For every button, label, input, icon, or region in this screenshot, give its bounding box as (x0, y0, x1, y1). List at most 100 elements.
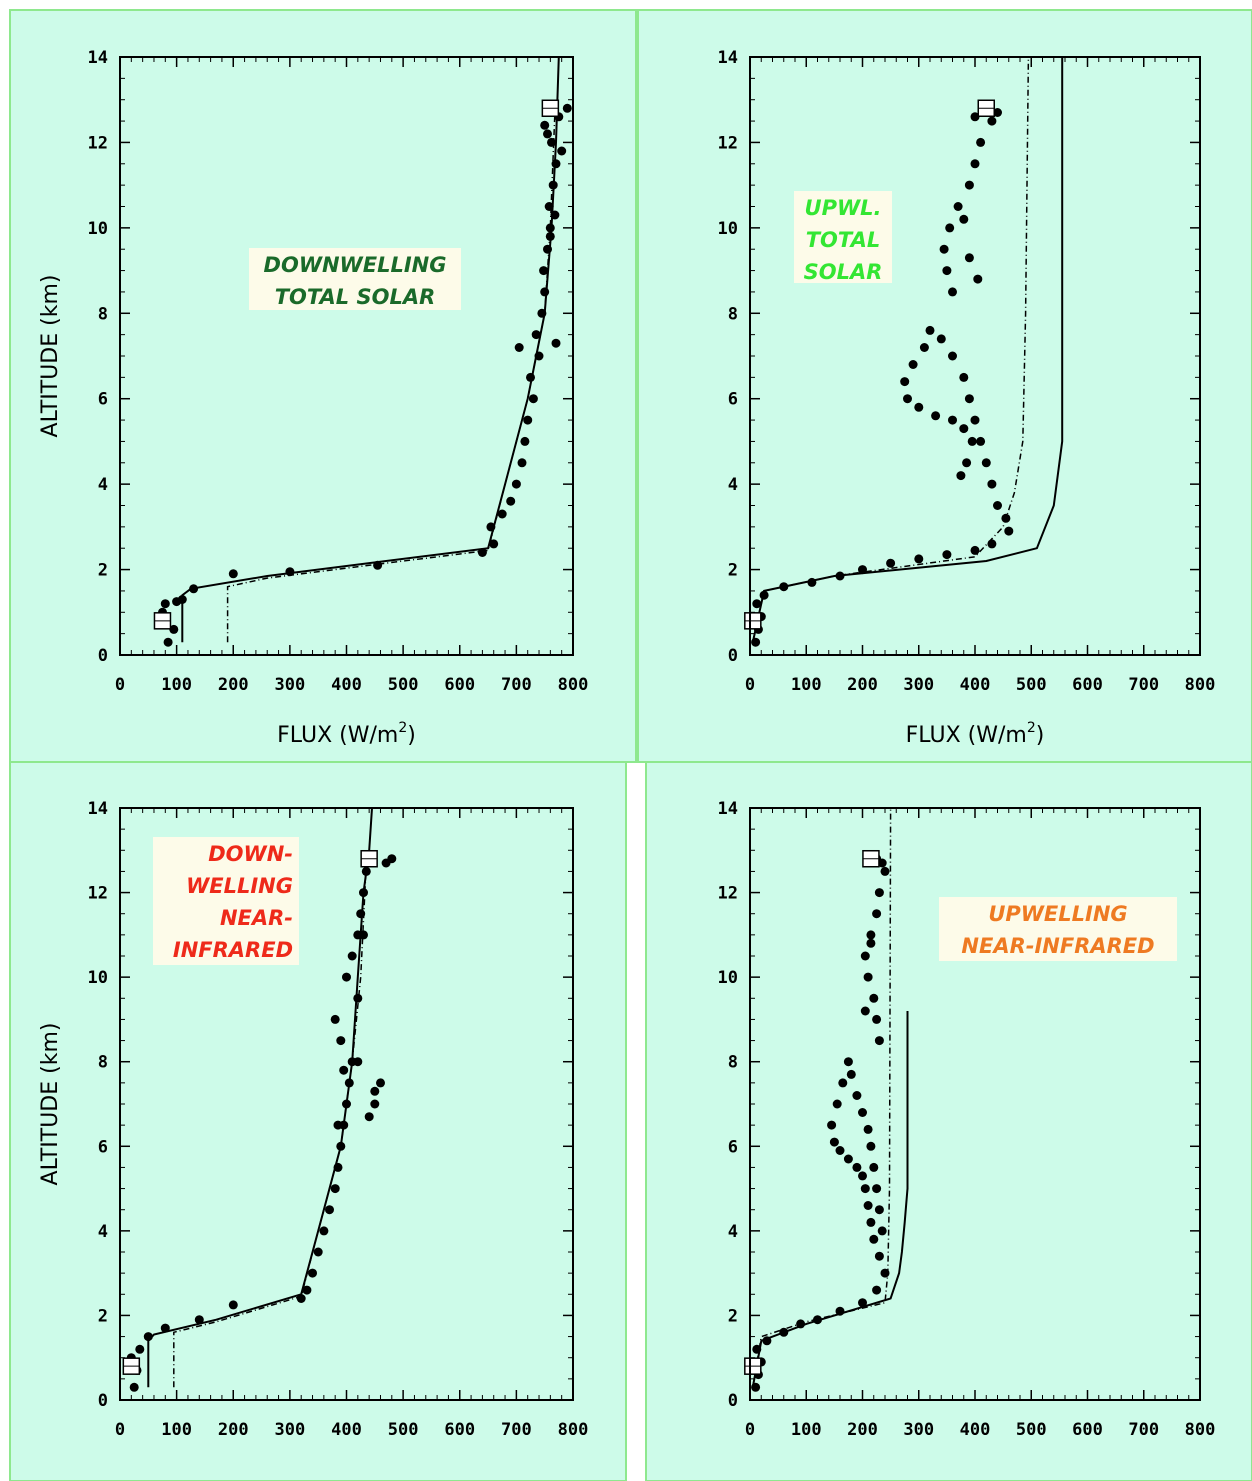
data-point (296, 1294, 306, 1303)
x-tick-label: 300 (275, 1420, 306, 1440)
data-point (970, 545, 980, 555)
data-point (135, 1344, 145, 1354)
data-point (308, 1268, 317, 1278)
data-point (886, 558, 896, 568)
data-point (869, 1234, 879, 1244)
x-tick-label: 200 (218, 675, 249, 695)
data-point (359, 930, 368, 940)
model-line-solid (147, 808, 373, 1388)
data-point (993, 108, 1002, 117)
data-point (163, 637, 173, 647)
data-point (325, 1205, 334, 1215)
data-point (143, 1332, 153, 1342)
data-point (880, 866, 890, 876)
x-axis-title-main: FLUX (W/m (277, 723, 398, 748)
annotation-line: TOTAL SOLAR (275, 285, 436, 309)
data-point (880, 1268, 890, 1278)
x-tick-label: 100 (161, 675, 192, 695)
data-point (540, 287, 550, 297)
data-point (285, 567, 295, 577)
data-point (900, 377, 910, 387)
data-point (964, 253, 974, 263)
data-point (860, 1006, 870, 1016)
x-tick-label: 500 (1016, 1420, 1047, 1440)
data-point (843, 1057, 853, 1067)
y-tick-label: 0 (728, 1391, 738, 1411)
data-point (330, 1184, 340, 1194)
data-point (914, 402, 924, 412)
x-tick-label: 100 (791, 675, 822, 695)
data-point (486, 522, 496, 532)
y-tick-label: 8 (98, 304, 108, 324)
x-tick-label: 800 (1185, 675, 1216, 695)
data-point (548, 180, 558, 190)
panel-background (637, 9, 1252, 763)
x-tick-label: 700 (1128, 1420, 1159, 1440)
x-tick-label: 600 (444, 675, 475, 695)
data-point (858, 1298, 867, 1308)
data-point (160, 1323, 170, 1333)
x-tick-label: 800 (558, 1420, 589, 1440)
data-point (506, 496, 516, 506)
data-point (970, 112, 980, 122)
y-tick-label: 4 (728, 475, 738, 495)
y-tick-label: 0 (98, 646, 108, 666)
data-point (477, 548, 487, 557)
annotation-line: TOTAL (806, 228, 881, 252)
data-point (557, 146, 567, 156)
data-point (956, 471, 966, 481)
annotation-line: NEAR-INFRARED (961, 934, 1154, 958)
data-point (517, 458, 527, 468)
x-tick-label: 600 (1072, 1420, 1103, 1440)
chart-panel-1: 0 100 200 300 400 500 600 700 800 0 2 4 6 8 10 12 14 ALTI… (9, 9, 637, 763)
data-point (835, 571, 845, 581)
panel-background (645, 761, 1252, 1481)
y-tick-label: 12 (88, 884, 108, 904)
x-tick-label: 300 (903, 675, 934, 695)
data-point (543, 244, 552, 254)
data-point (759, 590, 769, 600)
data-point (993, 501, 1002, 510)
annotation-line: INFRARED (173, 938, 293, 962)
x-tick-label: 200 (847, 1420, 878, 1440)
data-point (835, 1306, 845, 1316)
x-tick-label: 600 (444, 1420, 475, 1440)
x-tick-label: 600 (1072, 675, 1103, 695)
y-axis-title: ALTITUDE (km) (38, 275, 63, 438)
data-point (872, 1014, 882, 1024)
x-tick-label: 700 (501, 675, 532, 695)
data-point (545, 231, 555, 241)
data-point (858, 565, 867, 575)
data-point (544, 202, 554, 211)
x-tick-label: 500 (388, 675, 419, 695)
data-point (353, 1057, 363, 1067)
x-axis-title-suffix: ) (407, 723, 416, 748)
x-axis-title: FLUX (W/m2) (906, 720, 1045, 748)
data-point (551, 159, 561, 169)
y-tick-label: 8 (728, 1053, 738, 1073)
y-tick-label: 14 (88, 48, 108, 68)
x-tick-label: 400 (960, 675, 991, 695)
data-point (987, 479, 997, 489)
y-tick-label: 4 (98, 1222, 108, 1242)
y-tick-label: 0 (98, 1391, 108, 1411)
data-point (948, 287, 957, 297)
plot-frame (749, 807, 1201, 1401)
data-point (531, 330, 541, 340)
data-point (520, 436, 530, 446)
data-point (339, 1065, 349, 1075)
data-point (863, 972, 873, 982)
data-point (514, 343, 524, 352)
data-point (752, 1344, 762, 1354)
y-tick-label: 10 (88, 219, 108, 239)
data-point (545, 223, 555, 233)
x-tick-label: 800 (1185, 1420, 1216, 1440)
data-point (967, 436, 977, 446)
data-point (779, 582, 789, 592)
data-point (869, 993, 879, 1003)
data-point (874, 1251, 884, 1261)
x-axis-title-superscript: 2 (1027, 720, 1036, 736)
annotation-line: WELLING (186, 874, 293, 898)
y-tick-label: 2 (728, 1306, 738, 1326)
